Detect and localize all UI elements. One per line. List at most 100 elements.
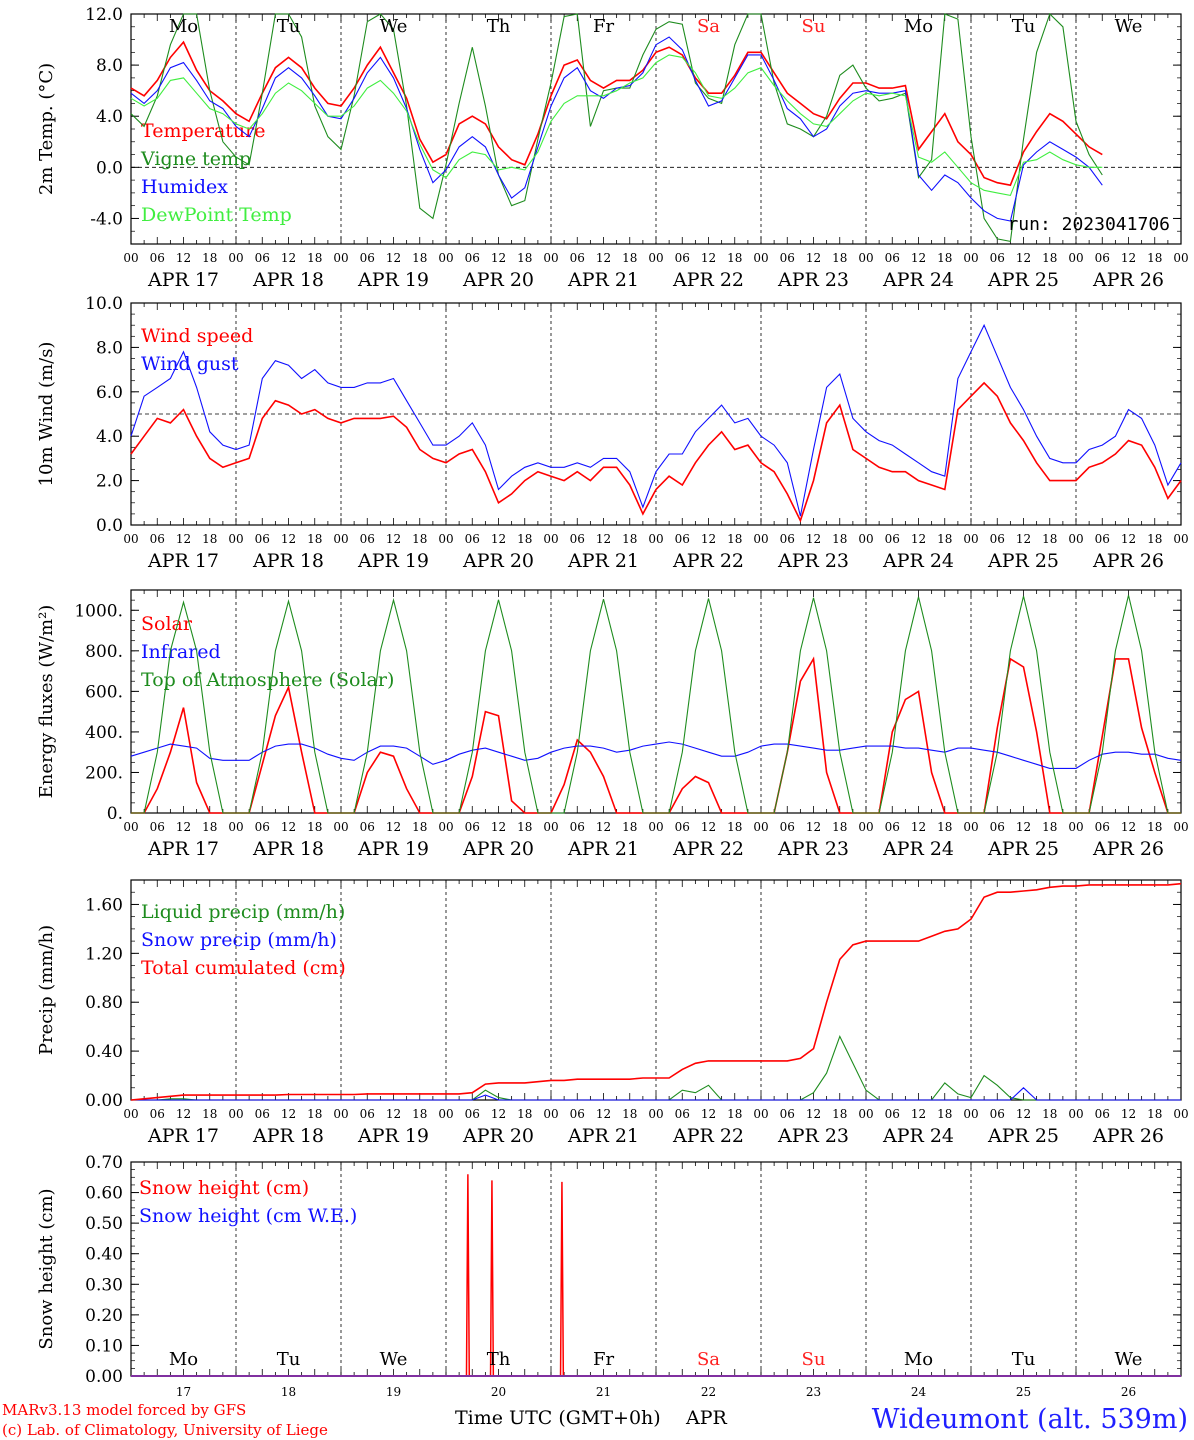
hour-label: 06 bbox=[570, 820, 585, 834]
date-label: APR 24 bbox=[882, 550, 954, 572]
date-label: APR 17 bbox=[147, 269, 219, 291]
hour-label: 18 bbox=[727, 820, 742, 834]
snow-spike bbox=[465, 1174, 471, 1377]
hour-label: 18 bbox=[412, 532, 427, 546]
date-label: APR 17 bbox=[147, 1125, 219, 1147]
hour-label: 00 bbox=[753, 251, 768, 265]
day-name: Sa bbox=[697, 1349, 720, 1370]
hour-label: 18 bbox=[307, 251, 322, 265]
hour-label: 00 bbox=[123, 820, 138, 834]
hour-label: 12 bbox=[1016, 1107, 1031, 1121]
date-label: APR 22 bbox=[672, 1125, 744, 1147]
hour-label: 00 bbox=[228, 532, 243, 546]
hour-label: 00 bbox=[753, 1107, 768, 1121]
y-tick-label: 8.0 bbox=[96, 338, 123, 358]
hour-label: 06 bbox=[675, 820, 690, 834]
hour-label: 00 bbox=[543, 251, 558, 265]
day-number: 20 bbox=[491, 1385, 506, 1399]
day-number: 24 bbox=[911, 1385, 927, 1399]
date-label: APR 20 bbox=[462, 269, 534, 291]
hour-label: 18 bbox=[1147, 532, 1162, 546]
hour-label: 00 bbox=[1068, 1107, 1083, 1121]
y-tick-label: 12.0 bbox=[85, 5, 123, 25]
hour-label: 00 bbox=[438, 532, 453, 546]
hour-label: 00 bbox=[1068, 251, 1083, 265]
hour-label: 12 bbox=[176, 820, 191, 834]
hour-label: 06 bbox=[570, 1107, 585, 1121]
hour-label: 00 bbox=[858, 532, 873, 546]
hour-label: 18 bbox=[202, 1107, 217, 1121]
hour-label: 12 bbox=[281, 532, 296, 546]
panel-1: -4.0 0.0 4.0 8.0 12.0 2m Temp. (°C) Temperatur… bbox=[36, 5, 1189, 291]
hour-label: 12 bbox=[386, 820, 401, 834]
day-number: 26 bbox=[1121, 1385, 1136, 1399]
hour-label: 12 bbox=[176, 1107, 191, 1121]
date-label: APR 19 bbox=[357, 838, 429, 860]
y-tick-label: 4.0 bbox=[96, 107, 123, 127]
hour-label: 12 bbox=[701, 251, 716, 265]
y-tick-label: 200. bbox=[85, 763, 123, 783]
y-tick-label: 0.00 bbox=[85, 1367, 123, 1387]
hour-label: 18 bbox=[202, 532, 217, 546]
series-line bbox=[130, 882, 1182, 1101]
date-label: APR 20 bbox=[462, 550, 534, 572]
date-label: APR 23 bbox=[777, 269, 849, 291]
hour-label: 00 bbox=[543, 532, 558, 546]
day-name: We bbox=[380, 16, 408, 37]
day-name: Tu bbox=[1012, 16, 1036, 37]
hour-label: 18 bbox=[517, 251, 532, 265]
date-label: APR 24 bbox=[882, 1125, 954, 1147]
y-tick-label: 0.70 bbox=[85, 1153, 123, 1173]
day-name: Sa bbox=[697, 16, 720, 37]
y-tick-label: 400. bbox=[85, 723, 123, 743]
hour-label: 06 bbox=[675, 1107, 690, 1121]
date-label: APR 24 bbox=[882, 269, 954, 291]
date-label: APR 26 bbox=[1092, 269, 1164, 291]
day-name: Mo bbox=[169, 16, 198, 37]
hour-label: 00 bbox=[1173, 1107, 1188, 1121]
legend-entry: Temperature bbox=[141, 120, 265, 142]
hour-label: 00 bbox=[438, 820, 453, 834]
hour-label: 12 bbox=[701, 820, 716, 834]
hour-label: 06 bbox=[465, 532, 480, 546]
hour-label: 12 bbox=[911, 251, 926, 265]
hour-label: 00 bbox=[753, 820, 768, 834]
hour-label: 18 bbox=[1042, 251, 1057, 265]
hour-label: 00 bbox=[648, 820, 663, 834]
hour-label: 18 bbox=[937, 532, 952, 546]
hour-label: 12 bbox=[1016, 251, 1031, 265]
hour-label: 18 bbox=[307, 532, 322, 546]
hour-label: 06 bbox=[255, 251, 270, 265]
hour-label: 12 bbox=[491, 820, 506, 834]
series-line bbox=[131, 595, 1181, 814]
hour-label: 00 bbox=[543, 820, 558, 834]
hour-label: 06 bbox=[885, 1107, 900, 1121]
hour-label: 06 bbox=[1095, 251, 1110, 265]
hour-label: 00 bbox=[858, 1107, 873, 1121]
day-name: Su bbox=[802, 16, 826, 37]
hour-label: 18 bbox=[622, 1107, 637, 1121]
hour-label: 00 bbox=[543, 1107, 558, 1121]
hour-label: 06 bbox=[570, 532, 585, 546]
hour-label: 18 bbox=[832, 251, 847, 265]
day-name: We bbox=[1115, 16, 1143, 37]
credit-model: MARv3.13 model forced by GFS bbox=[2, 1401, 246, 1419]
day-name: Fr bbox=[593, 1349, 614, 1370]
hour-label: 18 bbox=[412, 820, 427, 834]
y-axis-label: Precip (mm/h) bbox=[36, 925, 57, 1055]
y-tick-label: 0.30 bbox=[85, 1275, 123, 1295]
y-tick-label: 0.40 bbox=[85, 1042, 123, 1062]
hour-label: 00 bbox=[648, 532, 663, 546]
hour-label: 00 bbox=[1173, 251, 1188, 265]
hour-label: 00 bbox=[123, 1107, 138, 1121]
station-label: Wideumont (alt. 539m) bbox=[872, 1404, 1188, 1435]
legend-entry: Solar bbox=[141, 613, 193, 635]
day-name: Tu bbox=[1012, 1349, 1036, 1370]
hour-label: 06 bbox=[675, 251, 690, 265]
panel-4: 0.00 0.40 0.80 1.20 1.60 Precip (mm/h) Liquid … bbox=[36, 879, 1189, 1147]
series-line bbox=[130, 741, 1182, 769]
y-tick-label: 1000. bbox=[74, 601, 123, 621]
panel-3: 0. 200. 400. 600. 800. 1000. Energy fluxes (W/… bbox=[36, 589, 1189, 860]
date-label: APR 23 bbox=[777, 550, 849, 572]
